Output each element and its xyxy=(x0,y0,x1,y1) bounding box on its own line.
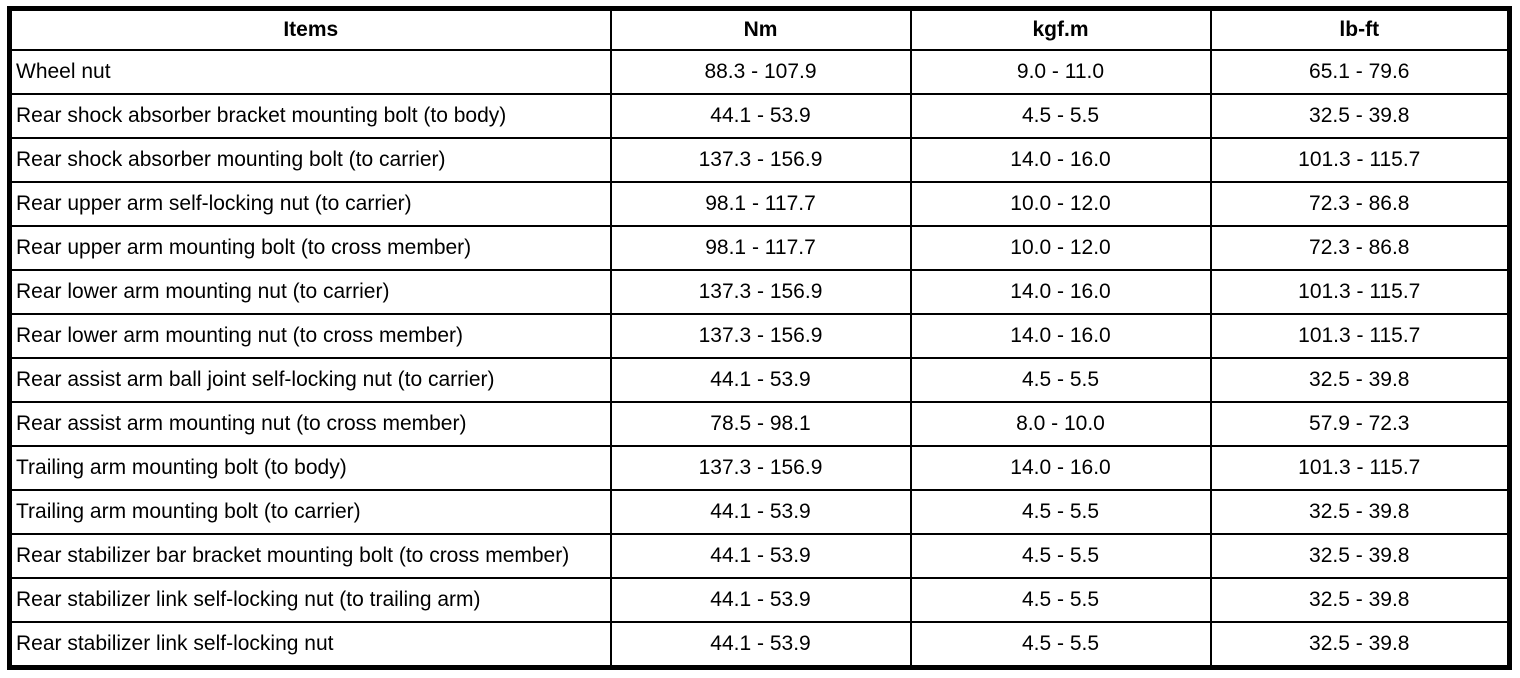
kgfm-cell: 14.0 - 16.0 xyxy=(909,313,1212,359)
item-cell: Rear stabilizer bar bracket mounting bol… xyxy=(8,533,612,579)
nm-cell: 44.1 - 53.9 xyxy=(609,357,912,403)
nm-cell: 44.1 - 53.9 xyxy=(609,621,912,669)
column-header-lbft: lb-ft xyxy=(1209,7,1511,51)
item-cell: Rear assist arm ball joint self-locking … xyxy=(8,357,612,403)
item-cell: Rear stabilizer link self-locking nut xyxy=(8,621,612,669)
item-cell: Rear shock absorber bracket mounting bol… xyxy=(8,93,612,139)
nm-cell: 44.1 - 53.9 xyxy=(609,533,912,579)
column-header-nm: Nm xyxy=(609,7,912,51)
nm-cell: 44.1 - 53.9 xyxy=(609,577,912,623)
lbft-cell: 32.5 - 39.8 xyxy=(1209,533,1511,579)
kgfm-cell: 4.5 - 5.5 xyxy=(909,93,1212,139)
header-row: Items Nm kgf.m lb-ft xyxy=(8,7,1511,51)
nm-cell: 78.5 - 98.1 xyxy=(609,401,912,447)
lbft-cell: 32.5 - 39.8 xyxy=(1209,577,1511,623)
nm-cell: 137.3 - 156.9 xyxy=(609,313,912,359)
item-cell: Rear lower arm mounting nut (to cross me… xyxy=(8,313,612,359)
item-cell: Trailing arm mounting bolt (to body) xyxy=(8,445,612,491)
kgfm-cell: 4.5 - 5.5 xyxy=(909,577,1212,623)
kgfm-cell: 9.0 - 11.0 xyxy=(909,49,1212,95)
table-row: Trailing arm mounting bolt (to carrier) … xyxy=(8,489,1511,535)
item-cell: Rear upper arm mounting bolt (to cross m… xyxy=(8,225,612,271)
lbft-cell: 65.1 - 79.6 xyxy=(1209,49,1511,95)
table-row: Rear upper arm self-locking nut (to carr… xyxy=(8,181,1511,227)
table-row: Rear shock absorber mounting bolt (to ca… xyxy=(8,137,1511,183)
lbft-cell: 72.3 - 86.8 xyxy=(1209,225,1511,271)
lbft-cell: 101.3 - 115.7 xyxy=(1209,137,1511,183)
table-row: Rear stabilizer link self-locking nut (t… xyxy=(8,577,1511,623)
nm-cell: 137.3 - 156.9 xyxy=(609,137,912,183)
table-row: Rear assist arm ball joint self-locking … xyxy=(8,357,1511,403)
kgfm-cell: 4.5 - 5.5 xyxy=(909,489,1212,535)
item-cell: Rear assist arm mounting nut (to cross m… xyxy=(8,401,612,447)
kgfm-cell: 10.0 - 12.0 xyxy=(909,225,1212,271)
lbft-cell: 101.3 - 115.7 xyxy=(1209,445,1511,491)
item-cell: Rear stabilizer link self-locking nut (t… xyxy=(8,577,612,623)
table-row: Rear lower arm mounting nut (to cross me… xyxy=(8,313,1511,359)
lbft-cell: 57.9 - 72.3 xyxy=(1209,401,1511,447)
lbft-cell: 101.3 - 115.7 xyxy=(1209,313,1511,359)
item-cell: Rear shock absorber mounting bolt (to ca… xyxy=(8,137,612,183)
kgfm-cell: 4.5 - 5.5 xyxy=(909,621,1212,669)
nm-cell: 98.1 - 117.7 xyxy=(609,181,912,227)
table-row: Rear shock absorber bracket mounting bol… xyxy=(8,93,1511,139)
lbft-cell: 32.5 - 39.8 xyxy=(1209,489,1511,535)
table-row: Rear assist arm mounting nut (to cross m… xyxy=(8,401,1511,447)
table-row: Rear upper arm mounting bolt (to cross m… xyxy=(8,225,1511,271)
nm-cell: 44.1 - 53.9 xyxy=(609,93,912,139)
lbft-cell: 101.3 - 115.7 xyxy=(1209,269,1511,315)
column-header-items: Items xyxy=(8,7,612,51)
kgfm-cell: 14.0 - 16.0 xyxy=(909,137,1212,183)
nm-cell: 137.3 - 156.9 xyxy=(609,445,912,491)
table-row: Wheel nut 88.3 - 107.9 9.0 - 11.0 65.1 -… xyxy=(8,49,1511,95)
nm-cell: 44.1 - 53.9 xyxy=(609,489,912,535)
item-cell: Wheel nut xyxy=(8,49,612,95)
kgfm-cell: 4.5 - 5.5 xyxy=(909,533,1212,579)
kgfm-cell: 4.5 - 5.5 xyxy=(909,357,1212,403)
table-row: Rear lower arm mounting nut (to carrier)… xyxy=(8,269,1511,315)
column-header-kgfm: kgf.m xyxy=(909,7,1212,51)
nm-cell: 88.3 - 107.9 xyxy=(609,49,912,95)
kgfm-cell: 14.0 - 16.0 xyxy=(909,445,1212,491)
lbft-cell: 32.5 - 39.8 xyxy=(1209,357,1511,403)
lbft-cell: 32.5 - 39.8 xyxy=(1209,93,1511,139)
torque-spec-table: Items Nm kgf.m lb-ft Wheel nut 88.3 - 10… xyxy=(7,6,1512,670)
table-row: Rear stabilizer bar bracket mounting bol… xyxy=(8,533,1511,579)
kgfm-cell: 8.0 - 10.0 xyxy=(909,401,1212,447)
item-cell: Trailing arm mounting bolt (to carrier) xyxy=(8,489,612,535)
nm-cell: 98.1 - 117.7 xyxy=(609,225,912,271)
lbft-cell: 72.3 - 86.8 xyxy=(1209,181,1511,227)
table-row: Trailing arm mounting bolt (to body) 137… xyxy=(8,445,1511,491)
nm-cell: 137.3 - 156.9 xyxy=(609,269,912,315)
lbft-cell: 32.5 - 39.8 xyxy=(1209,621,1511,669)
item-cell: Rear upper arm self-locking nut (to carr… xyxy=(8,181,612,227)
kgfm-cell: 10.0 - 12.0 xyxy=(909,181,1212,227)
kgfm-cell: 14.0 - 16.0 xyxy=(909,269,1212,315)
item-cell: Rear lower arm mounting nut (to carrier) xyxy=(8,269,612,315)
table-row: Rear stabilizer link self-locking nut 44… xyxy=(8,621,1511,669)
